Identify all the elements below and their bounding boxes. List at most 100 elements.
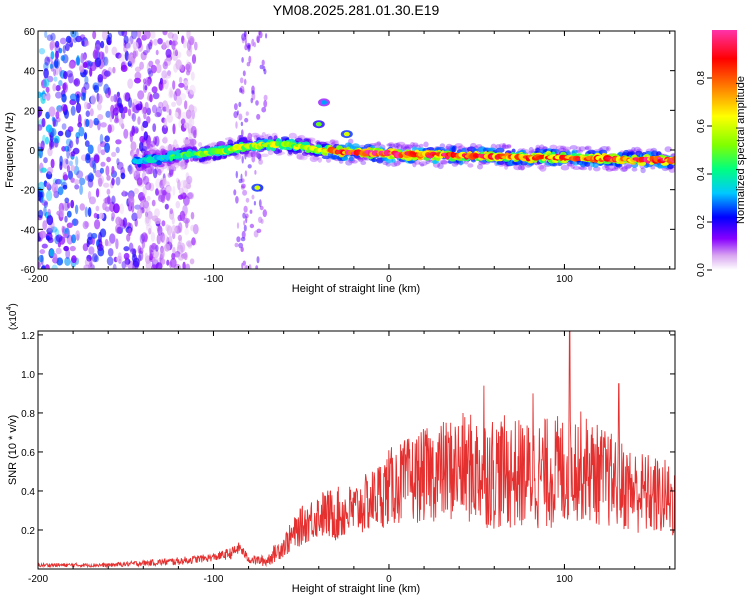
noise-blob [137, 90, 145, 100]
noise-blob [134, 204, 141, 210]
noise-blob [155, 178, 162, 189]
noise-blob [103, 83, 110, 95]
noise-blob [103, 182, 110, 188]
noise-blob [164, 73, 172, 79]
noise-blob [44, 56, 51, 66]
ridge-mark [549, 144, 558, 150]
noise-blob [138, 250, 144, 261]
noise-blob [187, 241, 193, 249]
noise-blob [43, 68, 49, 79]
noise-blob [46, 190, 53, 202]
feature-core [321, 100, 327, 105]
noise-blob [262, 209, 267, 218]
noise-blob [166, 225, 173, 236]
noise-blob [82, 220, 89, 230]
noise-blob [248, 264, 252, 269]
noise-blob [65, 248, 71, 260]
noise-blob [133, 188, 139, 194]
noise-blob [81, 53, 87, 61]
noise-blob [142, 185, 147, 197]
noise-blob [117, 97, 122, 108]
noise-blob [175, 88, 181, 97]
ridge-mark [386, 143, 393, 147]
spec-y-tick-label: 40 [24, 67, 36, 78]
noise-blob [68, 160, 73, 167]
noise-blob [191, 105, 197, 114]
noise-blob [103, 197, 110, 204]
noise-blob [110, 95, 115, 102]
noise-blob [180, 93, 187, 101]
colorbar-ticks: 0.0 0.2 0.4 0.6 0.8 [696, 71, 712, 277]
noise-blob [189, 37, 194, 46]
noise-blob [168, 235, 173, 246]
ridge-mark [277, 149, 283, 153]
noise-blob [178, 255, 184, 261]
noise-blob [167, 172, 172, 178]
snr-x-tick-label: -100 [203, 574, 223, 585]
ridge-mark [588, 165, 593, 171]
noise-blob [239, 87, 243, 93]
noise-blob [56, 105, 63, 112]
noise-blob [113, 94, 117, 103]
noise-blob [142, 78, 147, 84]
noise-blob [70, 105, 76, 116]
noise-blob [98, 177, 103, 187]
noise-blob [164, 203, 169, 210]
noise-blob [182, 261, 186, 269]
noise-blob [54, 138, 59, 148]
noise-blob [87, 190, 92, 200]
noise-blob [141, 171, 147, 181]
noise-blob [139, 135, 146, 143]
noise-blob [155, 188, 159, 196]
noise-blob [98, 212, 105, 220]
noise-blob [236, 236, 241, 243]
noise-blob [123, 246, 130, 252]
noise-blob [152, 92, 160, 100]
noise-blob [111, 212, 115, 220]
noise-blob [144, 85, 148, 91]
noise-blob [90, 94, 96, 105]
noise-blob [154, 208, 160, 218]
ridge-mark [461, 147, 467, 153]
ridge-mark [395, 142, 401, 148]
noise-blob [50, 61, 55, 72]
noise-blob [171, 33, 178, 42]
ridge-mark [560, 164, 570, 171]
noise-blob [90, 232, 98, 239]
noise-blob [177, 194, 184, 200]
noise-blob [148, 182, 155, 192]
noise-blob [165, 186, 173, 193]
noise-blob [65, 43, 70, 52]
noise-blob [132, 50, 137, 59]
noise-blob [259, 64, 264, 70]
noise-blob [136, 31, 142, 39]
noise-blob [258, 31, 261, 36]
ridge-mark [312, 156, 320, 161]
noise-blob [146, 62, 151, 72]
noise-blob [68, 170, 73, 180]
noise-blob [85, 110, 91, 117]
snr-y-label: SNR (10 * v/v) [7, 415, 19, 485]
noise-blob [120, 172, 126, 180]
noise-blob [59, 155, 63, 166]
noise-blob [105, 110, 111, 118]
noise-blob [183, 252, 188, 261]
ridge-mark [418, 143, 424, 148]
noise-blob [49, 140, 53, 151]
ridge-mark [341, 156, 349, 161]
noise-blob [118, 252, 122, 262]
ridge-mark [249, 151, 257, 157]
ridge-mark [520, 164, 525, 171]
noise-blob [122, 189, 126, 197]
ridge-mark [456, 146, 463, 151]
noise-blob [85, 154, 91, 164]
noise-blob [142, 82, 148, 93]
snr-scale-exponent: 4 [6, 307, 13, 311]
noise-blob [169, 208, 174, 215]
noise-blob [157, 168, 162, 176]
noise-blob [175, 201, 181, 209]
noise-blob [75, 56, 81, 66]
noise-blob [119, 203, 125, 215]
noise-blob [39, 190, 45, 199]
noise-blob [55, 91, 62, 99]
